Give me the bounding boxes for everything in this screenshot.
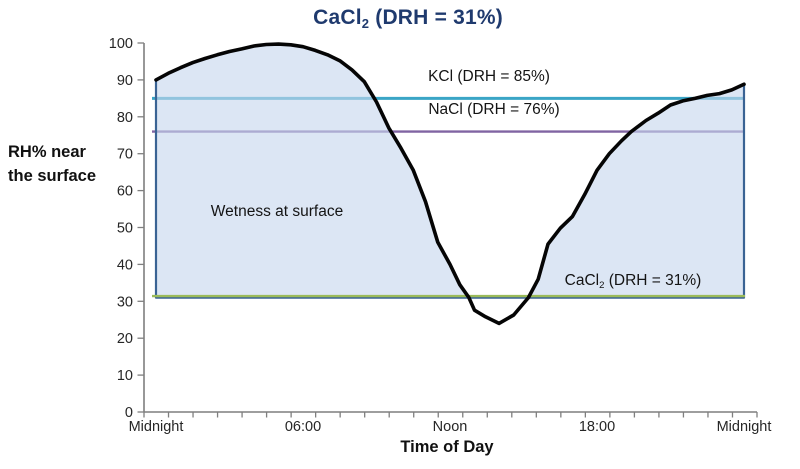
y-tick-label: 80 [117, 110, 133, 126]
cacl2-ref-line-label: CaCl2 (DRH = 31%) [564, 272, 702, 291]
x-tick-label: Midnight [717, 419, 772, 435]
y-tick-label: 70 [117, 147, 133, 163]
cacl2-label-drh: (DRH = 31%) [604, 272, 702, 289]
x-axis-label: Time of Day [400, 438, 494, 456]
y-axis-label-line1: RH% near [8, 143, 86, 161]
x-tick-label: Midnight [129, 419, 184, 435]
y-tick-label: 40 [117, 257, 133, 273]
y-tick-label: 90 [117, 73, 133, 89]
cacl2-label-formula: CaCl [564, 272, 600, 289]
chart-title-drh: (DRH = 31%) [369, 6, 503, 29]
y-tick-label: 0 [125, 405, 133, 421]
y-tick-label: 30 [117, 294, 133, 310]
y-tick-label: 50 [117, 221, 133, 237]
chart-title: CaCl2 (DRH = 31%) [313, 6, 503, 31]
y-tick-label: 20 [117, 331, 133, 347]
wetness-area-label: Wetness at surface [210, 203, 344, 220]
x-tick-label: 18:00 [579, 419, 615, 435]
cacl2-label-subscript: 2 [599, 279, 605, 291]
x-tick-label: 06:00 [285, 419, 321, 435]
x-tick-label: Noon [433, 419, 468, 435]
chart-title-subscript: 2 [361, 15, 370, 31]
y-axis-label: RH% near the surface [8, 141, 96, 189]
y-tick-label: 60 [117, 184, 133, 200]
y-tick-label: 100 [109, 36, 133, 52]
rh-curve [154, 42, 746, 326]
kcl-ref-line-label: KCl (DRH = 85%) [428, 68, 550, 85]
y-axis-label-line2: the surface [8, 166, 97, 185]
chart-title-formula: CaCl [313, 6, 362, 29]
nacl-ref-line-label: NaCl (DRH = 76%) [428, 101, 560, 118]
y-tick-label: 10 [117, 368, 133, 384]
